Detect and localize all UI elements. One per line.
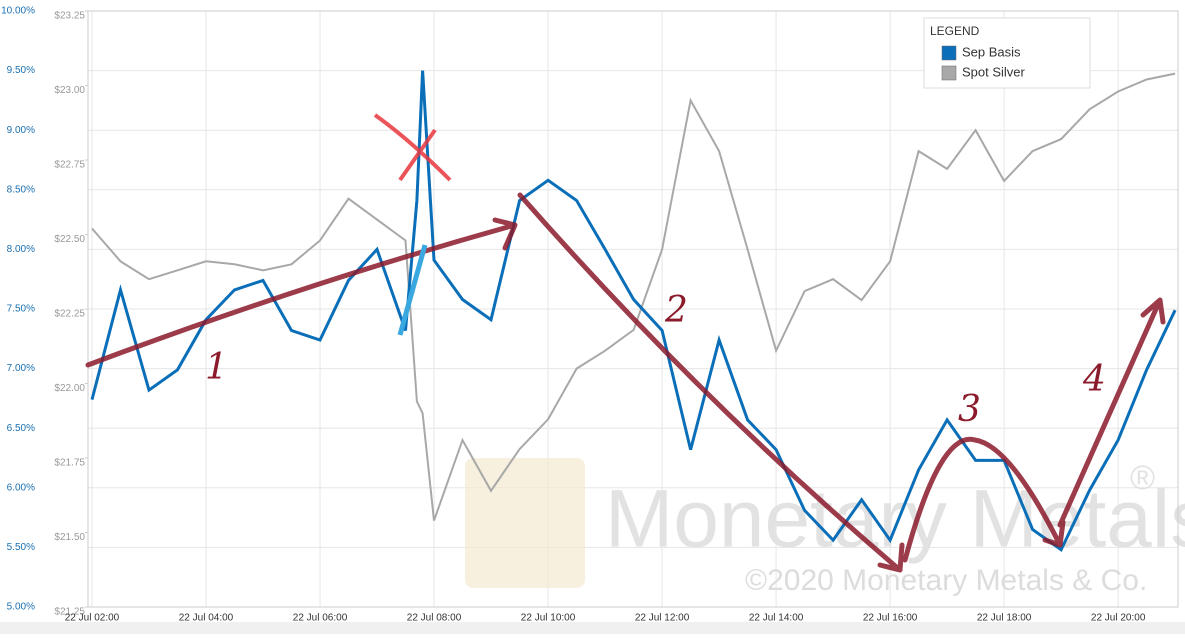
y-tick-label: 7.00% — [7, 363, 35, 374]
x-tick-label: 22 Jul 06:00 — [293, 613, 348, 624]
y-tick-label: 9.00% — [7, 125, 35, 136]
legend-swatch — [941, 45, 957, 61]
legend-label: Spot Silver — [962, 64, 1026, 79]
y-tick-label: 6.00% — [7, 482, 35, 493]
watermark-copyright: ©2020 Monetary Metals & Co. — [745, 564, 1147, 597]
legend: LEGEND Sep Basis Spot Silver — [923, 17, 1091, 89]
watermark-logo — [465, 458, 585, 588]
x-tick-label: 22 Jul 16:00 — [863, 613, 918, 624]
watermark: Monetary Metals ® ©2020 Monetary Metals … — [465, 458, 1185, 597]
y-tick-label: 7.50% — [7, 304, 35, 315]
x-tick-label: 22 Jul 14:00 — [749, 613, 804, 624]
series-line — [90, 70, 1177, 553]
y2-tick-label: $22.50 — [54, 234, 85, 245]
series-lines — [90, 70, 1177, 553]
x-tick-label: 22 Jul 04:00 — [179, 613, 234, 624]
legend-label: Sep Basis — [962, 44, 1021, 59]
y2-tick-label: $23.00 — [54, 85, 85, 96]
y-tick-label: 9.50% — [7, 65, 35, 76]
x-tick-label: 22 Jul 18:00 — [977, 613, 1032, 624]
series-line — [91, 72, 1176, 521]
y-tick-label: 6.50% — [7, 423, 35, 434]
watermark-mark: ® — [1130, 459, 1155, 497]
x-tick-label: 22 Jul 08:00 — [407, 613, 462, 624]
y2-tick-label: $22.00 — [54, 383, 85, 394]
y-tick-label: 5.50% — [7, 542, 35, 553]
annotation: 3 — [958, 389, 981, 430]
annotation: 4 — [1082, 359, 1106, 400]
arrow-1 — [85, 217, 518, 368]
highlight-stroke — [397, 244, 428, 336]
plot-frame — [87, 10, 1179, 608]
legend-title: LEGEND — [930, 24, 980, 38]
red-cross — [373, 113, 452, 182]
y2-tick-label: $21.75 — [54, 458, 85, 469]
annotation: 1 — [205, 347, 228, 388]
arrow-4 — [1057, 297, 1166, 528]
x-tick-label: 22 Jul 12:00 — [635, 613, 690, 624]
y2-tick-label: $23.25 — [54, 11, 85, 22]
x-tick-label: 22 Jul 10:00 — [521, 613, 576, 624]
hand-annotations — [85, 192, 1166, 573]
arrow-2 — [517, 192, 905, 573]
y2-tick-label: $22.75 — [54, 160, 85, 171]
y2-tick-label: $22.25 — [54, 309, 85, 320]
y2-tick-label: $21.50 — [54, 532, 85, 543]
annotation: 2 — [664, 290, 688, 331]
y-tick-label: 5.00% — [7, 602, 35, 613]
legend-swatch — [941, 65, 957, 81]
y-tick-label: 10.00% — [1, 6, 35, 17]
arrow-3 — [902, 436, 1066, 563]
x-tick-label: 22 Jul 20:00 — [1091, 613, 1146, 624]
x-tick-label: 22 Jul 02:00 — [65, 613, 120, 624]
watermark-title: Monetary Metals — [605, 474, 1185, 565]
y-tick-label: 8.50% — [7, 184, 35, 195]
y2-tick-label: $21.25 — [54, 607, 85, 618]
footer-band — [0, 622, 1185, 634]
y-tick-label: 8.00% — [7, 244, 35, 255]
